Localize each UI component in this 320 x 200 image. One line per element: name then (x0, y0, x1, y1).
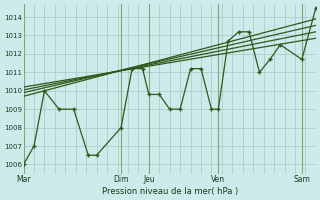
X-axis label: Pression niveau de la mer( hPa ): Pression niveau de la mer( hPa ) (101, 187, 238, 196)
